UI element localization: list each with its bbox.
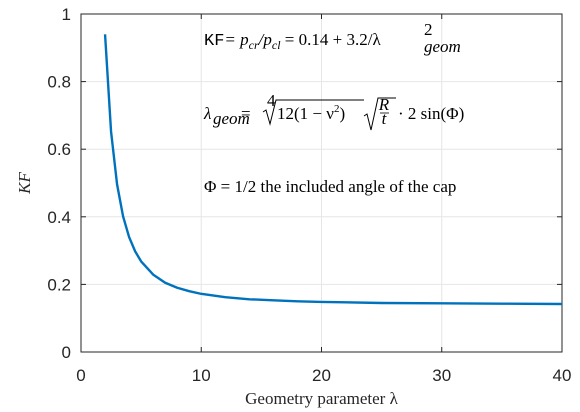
svg-text:KF= pcr/pcl = 0.14 + 3.2/λ: KF= pcr/pcl = 0.14 + 3.2/λ bbox=[204, 30, 381, 52]
annotation-lambda-sub: geom bbox=[213, 109, 250, 128]
series-line bbox=[103, 34, 563, 306]
annotation-fourth-root-sign bbox=[262, 99, 364, 126]
y-tick-label: 0 bbox=[62, 343, 71, 362]
series-layer bbox=[103, 34, 563, 306]
annotation-phi-definition: Φ = 1/2 the included angle of the cap bbox=[204, 177, 456, 196]
annotation-radicand-close: ) bbox=[339, 104, 345, 123]
tick-layer: 0 10 20 30 40 0 0.2 0.4 0.6 0.8 1 bbox=[47, 5, 571, 385]
y-tick-label: 1 bbox=[62, 5, 71, 24]
x-tick-label: 20 bbox=[312, 366, 331, 385]
y-tick-label: 0.4 bbox=[47, 208, 71, 227]
annotation-kf-formula: KF= pcr/pcl = 0.14 + 3.2/λ 2 geom bbox=[204, 20, 461, 56]
annotation-radicand: 12(1 − ν bbox=[277, 104, 334, 123]
annotation-kf-sub-cr: cr bbox=[249, 38, 259, 52]
y-axis-label: KF bbox=[15, 172, 34, 195]
annotation-kf-sub-geom: geom bbox=[424, 37, 461, 56]
y-tick-label: 0.2 bbox=[47, 275, 71, 294]
annotation-sqrt-sign bbox=[363, 97, 396, 131]
annotation-kf-sub-cl: cl bbox=[272, 38, 281, 52]
grid-layer bbox=[81, 14, 562, 352]
annotation-root-index: 4 bbox=[267, 91, 276, 110]
annotation-radicand-sup: 2 bbox=[334, 103, 340, 115]
annotation-frac-num: R bbox=[378, 95, 390, 114]
annotation-kf-p1: = p bbox=[224, 30, 248, 49]
x-tick-label: 40 bbox=[553, 366, 572, 385]
annotation-kf-p2: /p bbox=[258, 30, 272, 49]
annotation-kf-tail: = 0.14 + 3.2/λ bbox=[281, 30, 382, 49]
annotation-frac-den: t bbox=[382, 109, 388, 128]
x-tick-label: 30 bbox=[432, 366, 451, 385]
y-tick-label: 0.8 bbox=[47, 73, 71, 92]
y-tick-label: 0.6 bbox=[47, 140, 71, 159]
x-axis-label: Geometry parameter λ bbox=[245, 389, 398, 408]
svg-text:12(1 − ν2): 12(1 − ν2) bbox=[277, 103, 345, 123]
annotation-lambda-eq: = bbox=[241, 104, 251, 123]
annotation-kf-sup: 2 bbox=[424, 20, 433, 39]
annotation-kf-symbol: KF bbox=[204, 32, 224, 51]
x-tick-label: 10 bbox=[192, 366, 211, 385]
annotation-lambda-formula: λ geom = 4 12(1 − ν2) R t · 2 sin(Φ) bbox=[203, 91, 464, 131]
annotation-lambda-tail: · 2 sin(Φ) bbox=[398, 104, 464, 123]
annotation-lambda-symbol: λ bbox=[203, 104, 211, 123]
x-tick-label: 0 bbox=[76, 366, 85, 385]
